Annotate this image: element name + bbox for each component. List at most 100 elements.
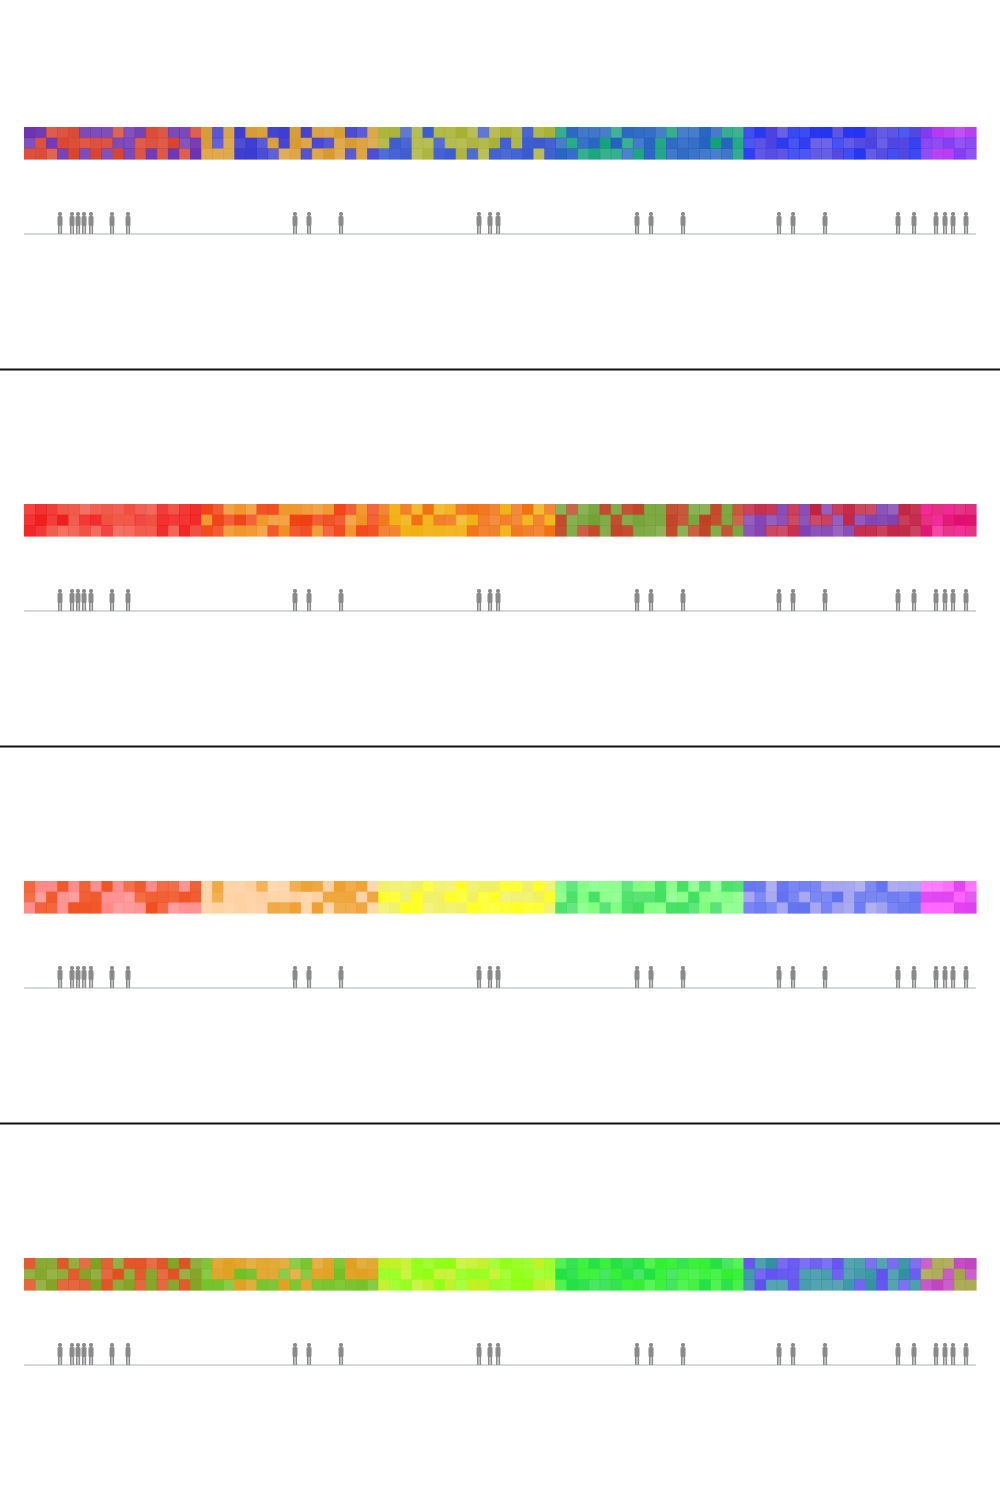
facade-cell	[964, 881, 977, 893]
facade-cell	[809, 148, 822, 160]
facade-cell	[666, 881, 678, 893]
facade-cell	[245, 891, 258, 903]
person-leg	[635, 602, 637, 611]
person-leg	[912, 979, 914, 988]
facade-cell	[57, 127, 69, 139]
person-head	[110, 212, 114, 216]
facade-cell	[865, 525, 877, 537]
person-leg	[128, 979, 131, 988]
facade-cell	[621, 148, 634, 160]
person-leg	[914, 602, 917, 611]
facade-cell	[411, 525, 424, 537]
facade-cell	[666, 504, 678, 516]
person-leg	[896, 979, 898, 988]
facade-cell	[422, 504, 435, 516]
facade-cell	[522, 902, 534, 914]
person-body	[776, 970, 782, 980]
person-head	[912, 966, 916, 970]
facade-cell	[433, 1258, 446, 1270]
facade-cell	[854, 891, 866, 903]
facade-cell	[809, 137, 822, 149]
person-silhouette	[81, 589, 87, 611]
person-head	[89, 212, 93, 216]
facade-cell	[367, 148, 379, 160]
facade-cell	[112, 1279, 125, 1291]
facade-cell	[223, 514, 235, 526]
facade-cell	[356, 504, 368, 516]
facade-cell	[599, 137, 612, 149]
person-leg	[126, 602, 128, 611]
person-head	[293, 1343, 297, 1347]
facade-cell	[765, 504, 778, 516]
facade-cell	[942, 1268, 955, 1280]
facade-cell	[964, 1258, 977, 1270]
facade-cell	[57, 881, 69, 893]
person-silhouette	[81, 966, 87, 988]
facade-cell	[942, 881, 955, 893]
facade-cell	[710, 1279, 722, 1291]
facade-cell	[289, 514, 302, 526]
person-silhouette	[911, 589, 917, 611]
facade-cell	[455, 902, 468, 914]
facade-cell	[245, 1268, 258, 1280]
facade-cell	[577, 902, 590, 914]
facade-cell	[843, 881, 855, 893]
facade-cell	[112, 127, 125, 139]
facade-cell	[90, 1258, 103, 1270]
person-body	[680, 593, 686, 603]
person-silhouette	[75, 1343, 81, 1365]
facade-cell	[145, 137, 158, 149]
facade-cell	[201, 137, 213, 149]
person-silhouette	[634, 1343, 640, 1365]
facade-cell	[920, 504, 933, 516]
facade-cell	[500, 1258, 512, 1270]
facade-cell	[843, 504, 855, 516]
facade-cell	[677, 1258, 689, 1270]
facade-cell	[909, 891, 922, 903]
facade-cell	[688, 881, 700, 893]
person-body	[476, 593, 482, 603]
facade-cell	[256, 525, 269, 537]
person-leg	[912, 1356, 914, 1365]
person-leg	[912, 225, 914, 234]
facade-cell	[212, 1268, 224, 1280]
facade-cell	[400, 902, 413, 914]
facade-cell	[311, 902, 324, 914]
facade-cell	[46, 891, 58, 903]
facade-cell	[931, 1258, 944, 1270]
facade-cell	[677, 514, 689, 526]
facade-cell	[156, 514, 169, 526]
person-body	[942, 593, 948, 603]
person-leg	[898, 225, 901, 234]
person-leg	[637, 979, 640, 988]
facade-cell	[201, 1258, 213, 1270]
person-head	[307, 212, 311, 216]
person-leg	[943, 979, 945, 988]
person-head	[823, 589, 827, 593]
facade-cell	[843, 891, 855, 903]
person-silhouette	[822, 966, 828, 988]
person-leg	[295, 979, 298, 988]
facade-cell	[832, 891, 844, 903]
facade-cell	[843, 148, 855, 160]
person-head	[82, 589, 86, 593]
facade-cell	[854, 1258, 866, 1270]
facade-cell	[134, 137, 147, 149]
facade-cell	[367, 891, 379, 903]
person-leg	[966, 602, 969, 611]
person-leg	[825, 602, 828, 611]
facade-cell	[333, 902, 346, 914]
facade-cell	[356, 1258, 368, 1270]
facade-cell	[500, 137, 512, 149]
facade-cell	[378, 881, 390, 893]
facade-cell	[156, 1268, 169, 1280]
facade-cell	[544, 1279, 556, 1291]
person-silhouette	[125, 1343, 131, 1365]
facade-cell	[511, 1279, 523, 1291]
person-head	[777, 212, 781, 216]
facade-cell	[90, 514, 103, 526]
facade-cell	[887, 137, 900, 149]
facade-cell	[145, 127, 158, 139]
facade-cell	[809, 1268, 822, 1280]
facade-cell	[201, 891, 213, 903]
